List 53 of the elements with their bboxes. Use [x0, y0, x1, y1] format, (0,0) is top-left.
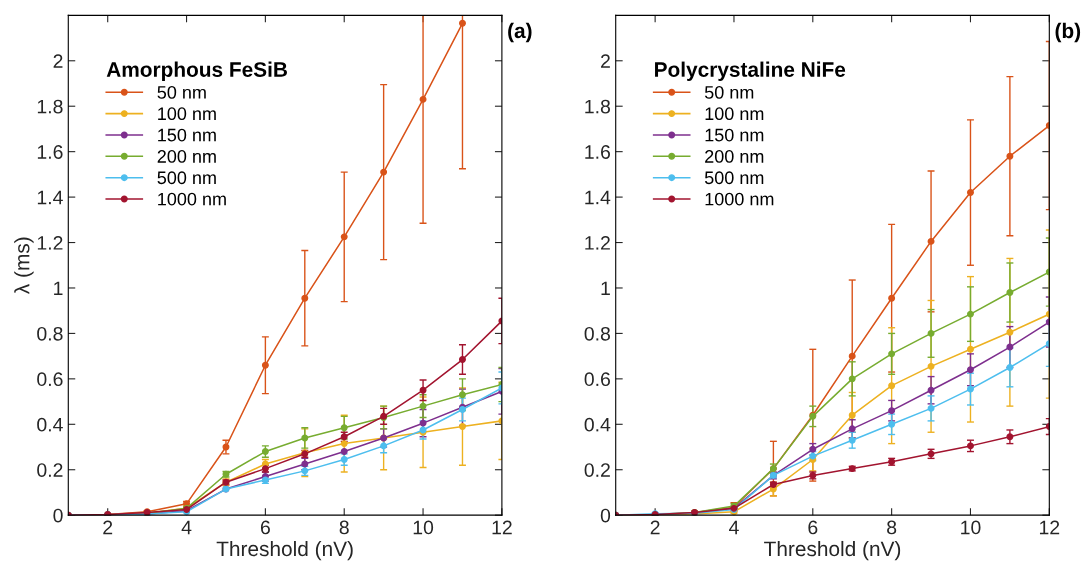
- x-axis-title: Threshold (nV): [216, 540, 353, 561]
- x-tick-label: 2: [650, 520, 660, 535]
- x-tick-label: 8: [887, 520, 897, 535]
- legend-label: 200 nm: [157, 150, 216, 163]
- y-tick-label: 1.6: [37, 145, 63, 159]
- x-tick-label: 10: [961, 520, 981, 535]
- y-tick-label: 0.8: [584, 326, 611, 341]
- x-tick-label: 4: [181, 520, 192, 535]
- y-tick-label: 0.2: [584, 463, 610, 477]
- y-tick-label: 1.4: [585, 190, 611, 205]
- legend-title: Amorphous FeSiB: [106, 61, 287, 81]
- x-tick-label: 12: [492, 520, 512, 535]
- y-tick-label: 2: [601, 54, 610, 68]
- x-tick-label: 4: [729, 520, 739, 535]
- text: (b): [1055, 22, 1081, 43]
- legend-label: 100 nm: [158, 107, 216, 121]
- x-tick-label: 12: [1039, 520, 1060, 535]
- legend-label: 100 nm: [705, 107, 764, 121]
- y-tick-label: 1.2: [37, 236, 63, 250]
- x-tick-label: 2: [103, 520, 113, 535]
- y-tick-label: 0.8: [37, 326, 63, 341]
- legend-label: 200 nm: [705, 150, 764, 163]
- y-tick-label: 1.6: [585, 145, 610, 159]
- y-tick-label: 1.8: [37, 99, 63, 114]
- text: (a): [508, 22, 532, 43]
- legend-label: 150 nm: [158, 128, 216, 142]
- y-tick-label: 1.8: [585, 99, 611, 114]
- x-tick-label: 8: [339, 520, 349, 535]
- y-tick-label: 0: [600, 508, 611, 523]
- y-tick-label: 0: [53, 508, 63, 523]
- y-tick-label: 1: [601, 281, 610, 296]
- y-axis-title: λ (ms): [14, 237, 34, 295]
- x-tick-label: 6: [808, 520, 818, 535]
- legend-label: 1000 nm: [158, 192, 226, 206]
- y-tick-label: 0.6: [37, 372, 63, 387]
- x-tick-label: 6: [260, 520, 270, 535]
- y-tick-label: 0.4: [584, 417, 611, 432]
- y-tick-label: 1: [54, 281, 63, 296]
- legend-label: 50 nm: [704, 85, 754, 99]
- y-tick-label: 0.2: [37, 463, 63, 477]
- x-tick-label: 10: [413, 520, 434, 535]
- legend-title: Polycrystaline NiFe: [655, 61, 846, 81]
- y-tick-label: 0.4: [37, 417, 63, 432]
- y-tick-label: 1.2: [585, 236, 610, 250]
- y-tick-label: 1.4: [37, 190, 63, 205]
- y-tick-label: 0.6: [584, 372, 610, 387]
- x-axis-title: Threshold (nV): [764, 540, 901, 561]
- legend-label: 500 nm: [704, 171, 764, 185]
- legend-label: 150 nm: [705, 128, 764, 142]
- y-tick-label: 2: [53, 54, 63, 68]
- legend-label: 500 nm: [157, 171, 216, 185]
- legend-label: 50 nm: [157, 85, 206, 99]
- legend-label: 1000 nm: [705, 192, 774, 206]
